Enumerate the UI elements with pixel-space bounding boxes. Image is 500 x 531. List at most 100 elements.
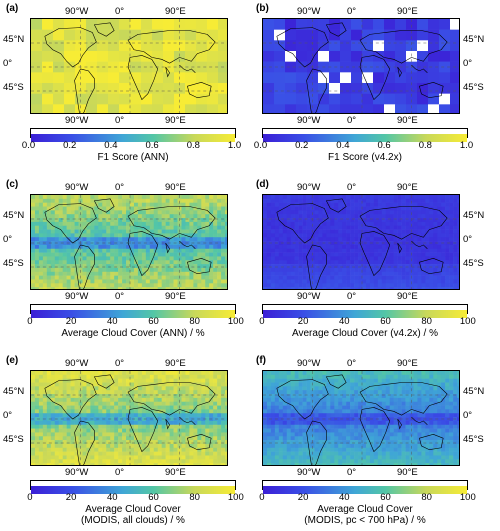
grid-cell: [389, 417, 394, 422]
grid-cell: [62, 198, 67, 203]
grid-cell: [153, 436, 159, 441]
grid-cell: [209, 394, 214, 399]
grid-cell: [153, 244, 159, 250]
grid-cell: [126, 459, 131, 464]
colorbar-tick: 20: [65, 316, 77, 327]
grid-cell: [449, 267, 454, 273]
grid-cell: [133, 198, 139, 203]
grid-cell: [278, 420, 284, 426]
grid-cell: [50, 397, 56, 403]
grid-cell: [441, 202, 446, 207]
grid-cell: [314, 214, 319, 219]
grid-cell: [334, 378, 339, 383]
grid-cell: [118, 436, 123, 441]
grid-cell: [118, 267, 123, 273]
grid-cell: [31, 397, 36, 403]
grid-cell: [428, 83, 440, 94]
grid-cell: [340, 61, 352, 73]
grid-cell: [205, 260, 210, 265]
grid-cell: [50, 283, 56, 288]
grid-cell: [122, 459, 127, 464]
grid-cell: [413, 206, 418, 211]
grid-cell: [437, 218, 442, 223]
grid-cell: [98, 252, 103, 257]
grid-cell: [298, 271, 303, 276]
grid-cell: [326, 244, 331, 250]
grid-cell: [90, 287, 95, 289]
grid-cell: [290, 409, 295, 414]
grid-cell: [197, 195, 202, 200]
grid-cell: [46, 451, 52, 456]
grid-cell: [86, 51, 98, 62]
grid-cell: [58, 229, 63, 234]
grid-cell: [351, 19, 363, 30]
grid-cell: [221, 386, 226, 391]
grid-cell: [453, 225, 458, 230]
grid-cell: [385, 202, 391, 207]
grid-cell: [137, 413, 143, 418]
grid-cell: [329, 51, 341, 62]
grid-cell: [342, 424, 347, 429]
grid-cell: [130, 451, 135, 456]
grid-cell: [437, 374, 442, 379]
grid-cell: [126, 218, 131, 223]
grid-cell: [38, 420, 44, 426]
grid-cell: [126, 440, 131, 445]
grid-cell: [306, 218, 311, 223]
grid-cell: [153, 401, 159, 406]
grid-cell: [102, 260, 107, 265]
grid-cell: [74, 390, 79, 395]
grid-cell: [34, 264, 40, 269]
grid-cell: [314, 371, 319, 376]
grid-cell: [326, 409, 331, 414]
grid-cell: [97, 29, 109, 41]
grid-cell: [342, 287, 347, 289]
grid-cell: [193, 241, 198, 246]
grid-cell: [130, 218, 135, 223]
grid-cell: [130, 61, 142, 73]
grid-cell: [294, 371, 299, 376]
grid-cell: [218, 104, 227, 113]
grid-cell: [34, 401, 40, 406]
grid-cell: [42, 237, 48, 242]
grid-cell: [86, 93, 98, 105]
grid-cell: [58, 264, 63, 269]
grid-cell: [165, 428, 170, 433]
grid-cell: [86, 371, 91, 376]
grid-cell: [106, 390, 111, 395]
grid-cell: [314, 424, 319, 429]
grid-cell: [149, 195, 155, 200]
grid-cell: [50, 417, 56, 422]
grid-cell: [34, 390, 40, 395]
grid-cell: [445, 405, 450, 410]
grid-cell: [274, 72, 286, 84]
grid-cell: [42, 409, 48, 414]
grid-cell: [118, 428, 123, 433]
grid-cell: [393, 260, 398, 265]
grid-cell: [137, 237, 143, 242]
grid-cell: [389, 248, 394, 253]
grid-cell: [161, 218, 166, 223]
grid-cell: [205, 455, 210, 460]
grid-cell: [302, 267, 307, 273]
grid-cell: [401, 221, 406, 227]
grid-cell: [62, 451, 67, 456]
grid-cell: [354, 221, 359, 227]
grid-cell: [225, 394, 227, 399]
grid-cell: [130, 83, 142, 94]
grid-cell: [153, 451, 159, 456]
grid-cell: [330, 424, 335, 429]
grid-cell: [110, 420, 115, 426]
grid-cell: [173, 206, 178, 211]
grid-cell: [385, 382, 391, 387]
grid-cell: [285, 61, 297, 73]
grid-cell: [78, 459, 83, 464]
grid-cell: [98, 202, 103, 207]
grid-cell: [70, 198, 75, 203]
grid-cell: [278, 198, 284, 203]
grid-cell: [326, 218, 331, 223]
grid-cell: [94, 221, 99, 227]
grid-cell: [318, 394, 323, 399]
grid-cell: [318, 279, 323, 284]
grid-cell: [157, 424, 162, 429]
